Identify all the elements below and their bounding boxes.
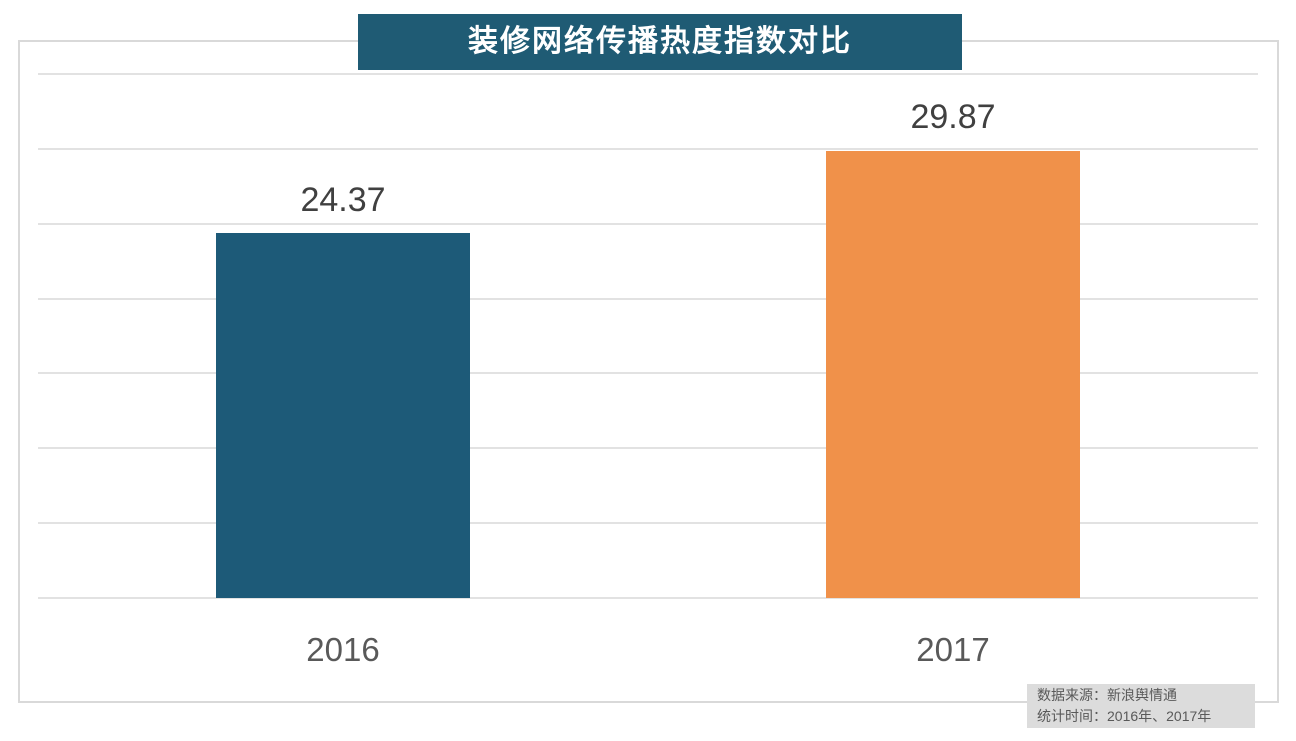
gridline-y-25: [38, 222, 1258, 225]
x-axis-label-2016: 2016: [306, 631, 380, 668]
gridline-y-35: [38, 73, 1258, 75]
category-column-2016: 24.37 2016: [38, 74, 648, 668]
source-line-datasource: 数据来源：新浪舆情通: [1037, 687, 1177, 703]
gridline-y-5: [38, 522, 1258, 525]
gridline-y-15: [38, 372, 1258, 375]
chart-title: 装修网络传播热度指数对比: [358, 14, 962, 70]
value-label-2016: 24.37: [300, 180, 386, 219]
x-axis-label-2017: 2017: [916, 631, 990, 668]
plot-area: 24.37 2016 29.87 2017: [38, 73, 1258, 668]
source-note: 数据来源：新浪舆情通 统计时间：2016年、2017年: [1027, 684, 1255, 728]
bar-2017: [826, 150, 1080, 598]
gridline-y-20: [38, 297, 1258, 300]
category-column-2017: 29.87 2017: [648, 74, 1258, 668]
bar-2016: [216, 233, 470, 598]
gridline-y-30: [38, 147, 1258, 150]
source-line-period: 统计时间：2016年、2017年: [1037, 708, 1212, 724]
gridline-y-10: [38, 447, 1258, 450]
gridline-y-0: [38, 597, 1258, 599]
value-label-2017: 29.87: [910, 98, 996, 137]
